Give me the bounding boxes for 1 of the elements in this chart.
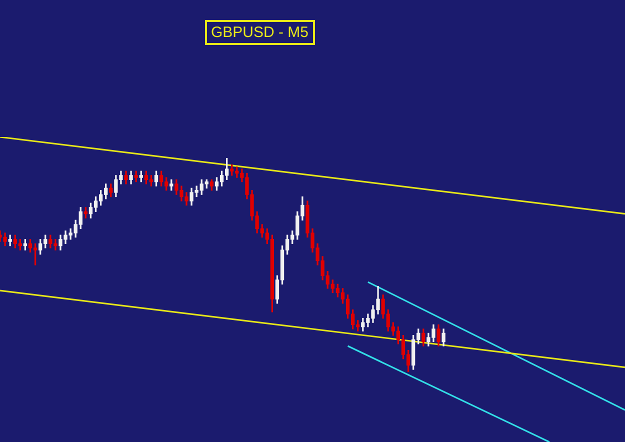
chart-title: GBPUSD - M5 (205, 20, 315, 45)
